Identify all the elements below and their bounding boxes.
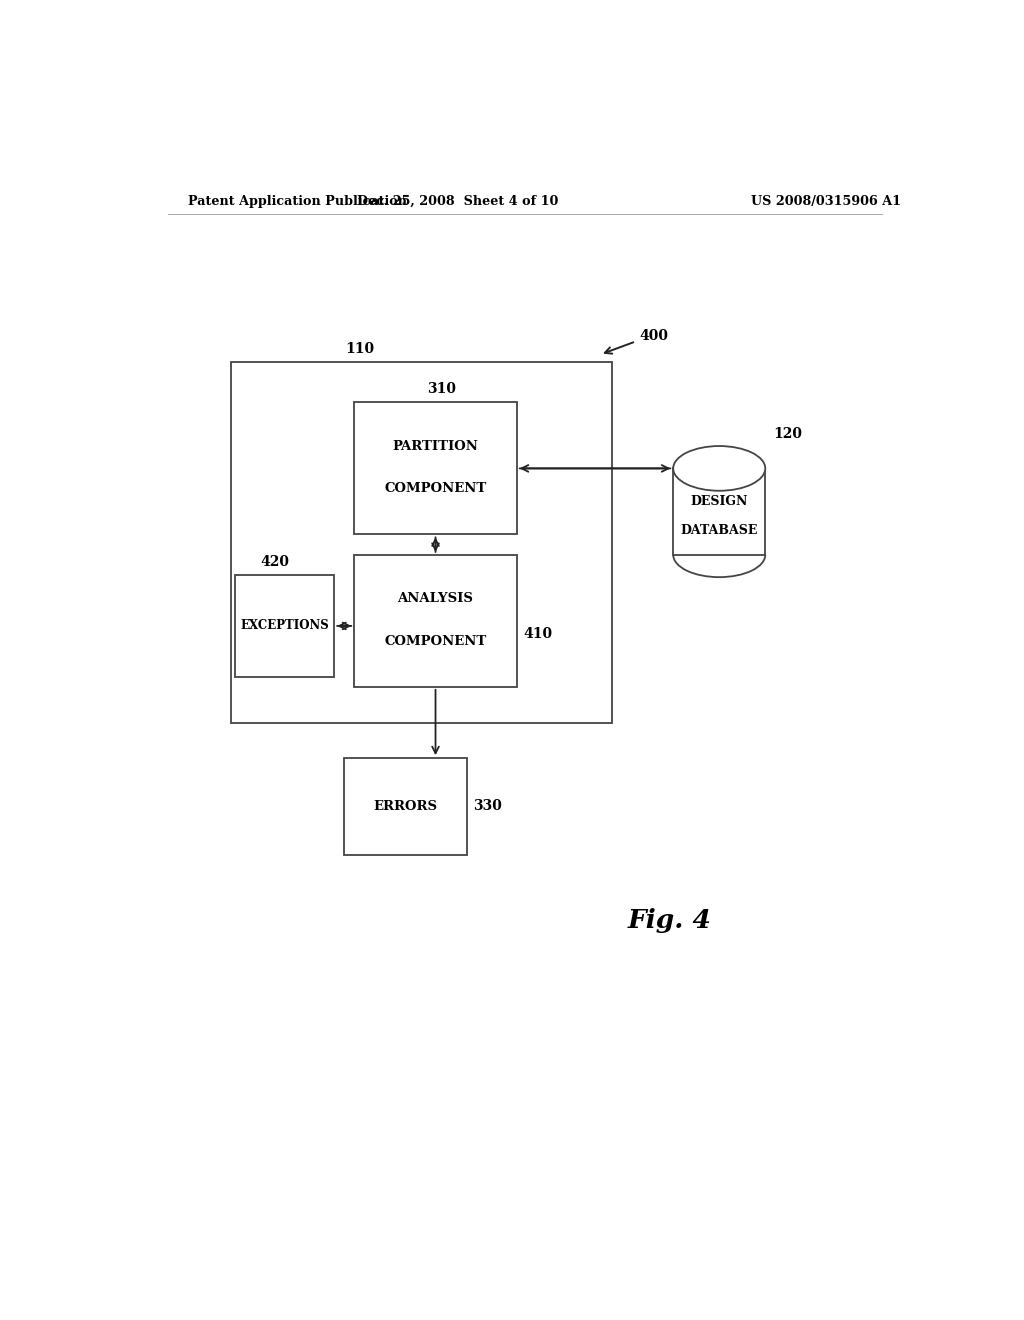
Bar	[673, 469, 765, 554]
Text: 410: 410	[523, 627, 552, 642]
Bar	[354, 554, 517, 686]
Bar	[344, 758, 467, 854]
Bar	[236, 576, 334, 677]
Text: 330: 330	[473, 800, 502, 813]
Bar	[354, 403, 517, 535]
Text: Fig. 4: Fig. 4	[628, 908, 712, 933]
Text: PARTITION: PARTITION	[392, 440, 478, 453]
Text: 310: 310	[427, 383, 457, 396]
Text: COMPONENT: COMPONENT	[384, 635, 486, 648]
Text: DESIGN: DESIGN	[690, 495, 748, 508]
Text: 120: 120	[773, 426, 802, 441]
Text: Dec. 25, 2008  Sheet 4 of 10: Dec. 25, 2008 Sheet 4 of 10	[356, 194, 558, 207]
Text: ERRORS: ERRORS	[374, 800, 437, 813]
Text: 400: 400	[640, 329, 669, 343]
Text: US 2008/0315906 A1: US 2008/0315906 A1	[752, 194, 901, 207]
Text: DATABASE: DATABASE	[681, 524, 758, 537]
Text: 420: 420	[260, 554, 289, 569]
Text: ANALYSIS: ANALYSIS	[397, 591, 473, 605]
Text: 110: 110	[345, 342, 375, 355]
Text: COMPONENT: COMPONENT	[384, 482, 486, 495]
Bar	[231, 362, 612, 722]
Text: EXCEPTIONS: EXCEPTIONS	[241, 619, 329, 632]
Text: Patent Application Publication: Patent Application Publication	[187, 194, 407, 207]
Ellipse shape	[673, 446, 765, 491]
